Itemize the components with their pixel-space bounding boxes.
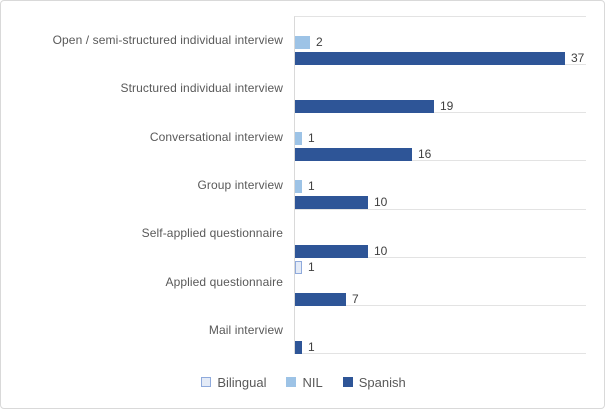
bar-value-label: 16 [418, 147, 432, 162]
bar-bilingual [295, 260, 302, 274]
bar-spanish [295, 52, 565, 65]
category-axis: Open / semi-structured individual interv… [1, 16, 289, 354]
bar-value-label: 1 [308, 131, 315, 146]
bar-nil [295, 180, 302, 194]
legend-label: Spanish [358, 374, 406, 390]
category-row: 19 [295, 65, 586, 114]
category-label: Open / semi-structured individual interv… [52, 33, 283, 48]
plot-area: 2 37 19 1 16 1 10 10 1 7 1 [294, 16, 586, 354]
bar-spanish [295, 100, 434, 114]
bar-spanish [295, 148, 412, 162]
category-row: 10 [295, 210, 586, 258]
bar-spanish [295, 292, 346, 306]
bar-spanish [295, 340, 302, 354]
bar-value-label: 7 [352, 291, 359, 306]
bar-value-label: 2 [316, 35, 323, 49]
bar-nil [295, 132, 302, 146]
category-row: 2 37 [295, 17, 586, 66]
bar-value-label: 10 [374, 243, 388, 258]
legend-item-nil: NIL [286, 374, 323, 390]
category-label: Conversational interview [149, 129, 283, 144]
category-row: 1 [295, 306, 586, 354]
category-label: Self-applied questionnaire [141, 226, 283, 241]
category-row: 1 10 [295, 161, 586, 210]
category-label: Mail interview [208, 322, 283, 337]
bar-nil [295, 36, 310, 49]
legend-swatch-icon [342, 377, 353, 387]
legend-swatch-icon [286, 377, 297, 387]
bar-value-label: 10 [374, 195, 388, 210]
legend-item-bilingual: Bilingual [201, 375, 266, 390]
category-label: Structured individual interview [120, 81, 283, 96]
bar-value-label: 1 [308, 339, 315, 354]
category-row: 1 16 [295, 113, 586, 162]
bar-spanish [295, 196, 368, 210]
category-label: Applied questionnaire [165, 274, 283, 289]
bar-value-label: 37 [571, 51, 585, 65]
legend-label: Bilingual [217, 374, 267, 390]
legend-item-spanish: Spanish [342, 374, 406, 390]
legend-label: NIL [302, 374, 323, 390]
bar-value-label: 19 [440, 99, 454, 114]
category-label: Group interview [197, 177, 283, 192]
bar-value-label: 1 [308, 259, 315, 274]
bar-spanish [295, 244, 368, 258]
legend-swatch-icon [201, 377, 212, 387]
bar-value-label: 1 [308, 179, 315, 194]
legend: Bilingual NIL Spanish [1, 369, 604, 395]
